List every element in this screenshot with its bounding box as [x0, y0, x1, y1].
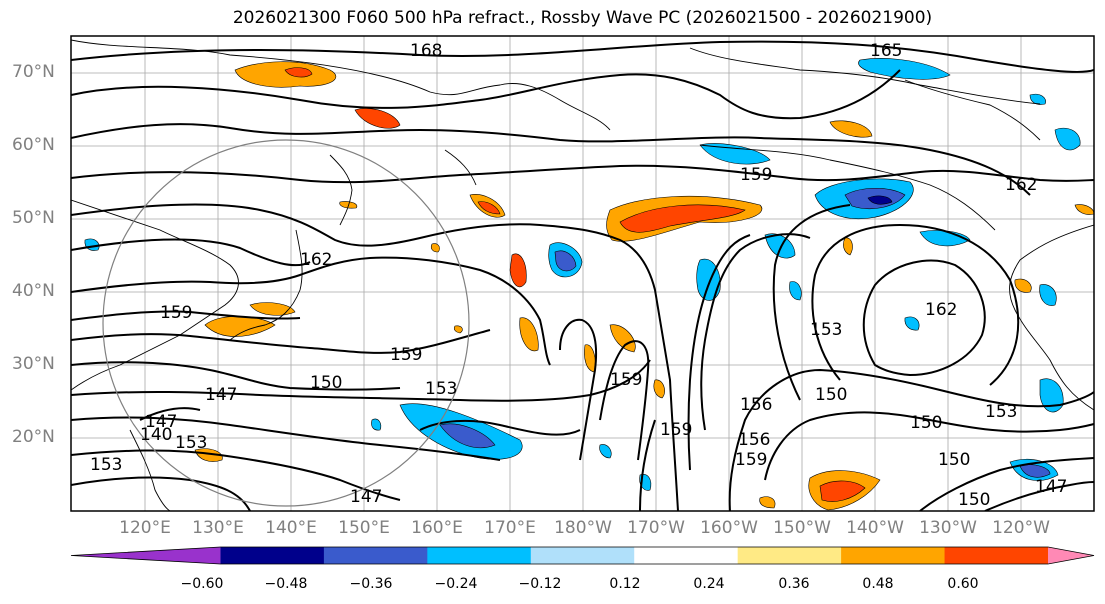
colorbar-outline: [70, 546, 1095, 565]
lat-label: 60°N: [12, 135, 55, 155]
contour-label: 150: [910, 413, 942, 433]
contour-label: 159: [740, 165, 772, 185]
map-background: [71, 36, 1094, 511]
contour-label: 153: [810, 320, 842, 340]
contour-label: 162: [1005, 175, 1037, 195]
contour-label: 153: [985, 402, 1017, 422]
lat-label: 40°N: [12, 281, 55, 301]
colorbar-tick-label: 0.12: [609, 576, 641, 592]
colorbar-tick-label: −0.12: [518, 576, 562, 592]
map-frame: [70, 35, 1095, 512]
colorbar-segment: [944, 547, 1049, 564]
contour-label: 168: [410, 41, 442, 61]
lat-label: 50°N: [12, 208, 55, 228]
contour-label: 150: [938, 450, 970, 470]
lon-label: 120°E: [119, 518, 171, 538]
colorbar-segment: [220, 547, 325, 564]
colorbar-segment: [737, 547, 842, 564]
contour-labels: 168 165 159 162 162 159 159 159 150 153 …: [90, 41, 1067, 510]
colorbar-tick-label: −0.24: [434, 576, 478, 592]
lon-label: 160°W: [700, 518, 758, 538]
contour-label: 162: [925, 300, 957, 320]
height-contours: [71, 40, 1094, 511]
colorbar-tick-label: −0.60: [180, 576, 224, 592]
map-title: 2026021300 F060 500 hPa refract., Rossby…: [232, 8, 933, 28]
coastlines: [71, 39, 1094, 511]
colorbar-extend-high: [1048, 547, 1094, 564]
contour-label: 153: [175, 433, 207, 453]
lon-label: 170°W: [627, 518, 685, 538]
colorbar-segment: [634, 547, 739, 564]
contour-label: 156: [740, 395, 772, 415]
contour-label: 140: [140, 425, 172, 445]
colorbar-tick-label: 0.24: [693, 576, 725, 592]
lat-label: 20°N: [12, 427, 55, 447]
colorbar-segment: [841, 547, 946, 564]
contour-label: 147: [1035, 477, 1067, 497]
contour-label: 153: [425, 379, 457, 399]
domain-circle: [102, 139, 470, 507]
colorbar-segment: [530, 547, 635, 564]
colorbar-tick-label: 0.48: [862, 576, 894, 592]
colorbar: [70, 546, 1095, 565]
lat-label: 30°N: [12, 354, 55, 374]
contour-label: 147: [350, 487, 382, 507]
lon-label: 140°W: [846, 518, 904, 538]
colorbar-segment: [323, 547, 428, 564]
contour-label: 153: [90, 455, 122, 475]
lon-label: 130°E: [192, 518, 244, 538]
contour-label: 150: [310, 373, 342, 393]
contour-label: 165: [870, 41, 902, 61]
colorbar-tick-label: −0.36: [349, 576, 393, 592]
contour-label: 147: [145, 412, 177, 432]
contour-label: 150: [958, 490, 990, 510]
colorbar-tick-label: 0.60: [947, 576, 979, 592]
lon-label: 120°W: [992, 518, 1050, 538]
lon-label: 130°W: [919, 518, 977, 538]
lon-label: 160°E: [411, 518, 463, 538]
colorbar-segment: [427, 547, 532, 564]
colorbar-tick-label: 0.36: [778, 576, 810, 592]
colorbar-tick-label: −0.48: [264, 576, 308, 592]
lon-label: 140°E: [265, 518, 317, 538]
lat-label: 70°N: [12, 62, 55, 82]
contour-label: 147: [205, 385, 237, 405]
contour-label: 162: [300, 250, 332, 270]
contour-label: 159: [390, 345, 422, 365]
colorbar-extend-low: [71, 547, 221, 564]
contour-label: 150: [815, 385, 847, 405]
contour-label: 159: [610, 370, 642, 390]
contour-label: 159: [160, 303, 192, 323]
contour-label: 159: [735, 450, 767, 470]
lon-label: 180°W: [554, 518, 612, 538]
lon-label: 150°W: [773, 518, 831, 538]
contour-label: 156: [738, 430, 770, 450]
lon-label: 150°E: [338, 518, 390, 538]
contour-label: 159: [660, 420, 692, 440]
lon-label: 170°E: [484, 518, 536, 538]
